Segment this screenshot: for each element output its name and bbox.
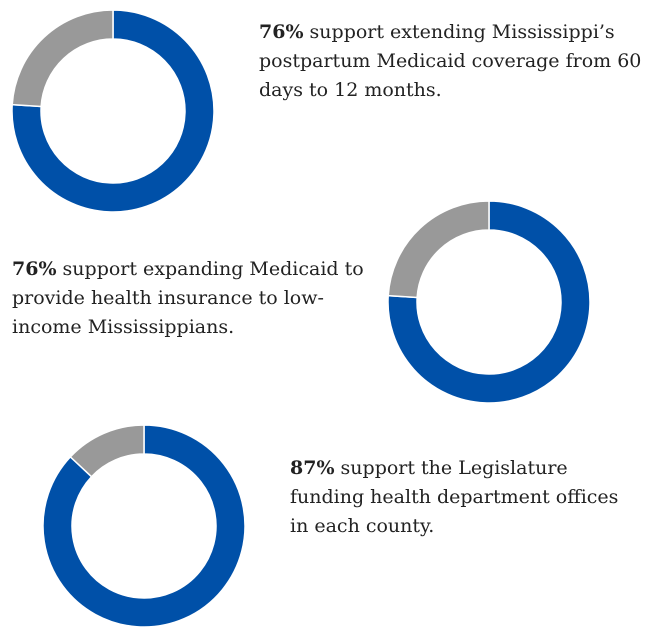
caption-expanding-medicaid: 76% support expanding Medicaid to provid… (12, 255, 382, 342)
donut-slice-support (42, 424, 246, 628)
donut-chart-health-department-funding (42, 424, 246, 628)
donut-chart-extending-postpartum-coverage (11, 9, 215, 213)
donut-slice-support (11, 9, 215, 213)
donut-slice-other (69, 424, 145, 478)
caption-text: support extending Mississippi’s postpart… (259, 21, 642, 101)
donut-slice-other (387, 200, 490, 299)
percent-label: 76% (259, 21, 304, 43)
percent-label: 76% (12, 258, 57, 280)
caption-health-department-funding: 87% support the Legislature funding heal… (290, 454, 640, 541)
donut-chart-expanding-medicaid (387, 200, 591, 404)
caption-extending-postpartum-coverage: 76% support extending Mississippi’s post… (259, 18, 644, 105)
caption-text: support expanding Medicaid to provide he… (12, 258, 364, 338)
caption-text: support the Legislature funding health d… (290, 457, 619, 537)
percent-label: 87% (290, 457, 335, 479)
donut-slice-support (387, 200, 591, 404)
donut-slice-other (11, 9, 114, 108)
